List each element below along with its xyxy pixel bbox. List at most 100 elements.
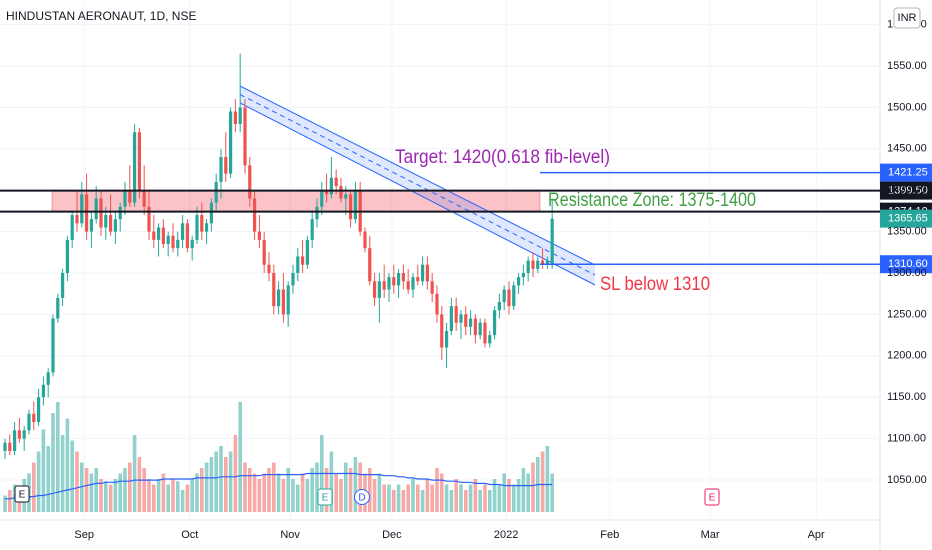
- currency-badge: [893, 7, 921, 29]
- candle-body: [243, 107, 247, 166]
- volume-bar: [387, 484, 391, 512]
- volume-bar: [123, 468, 127, 512]
- volume-bar: [271, 462, 276, 512]
- volume-bar: [199, 468, 204, 512]
- volume-bar: [55, 402, 60, 512]
- volume-bar: [497, 484, 502, 512]
- channel: [239, 85, 596, 286]
- candle-body: [512, 285, 516, 307]
- volume-bar: [291, 479, 295, 512]
- y-tick-label: 1100.00: [887, 433, 926, 445]
- volume-bar: [3, 495, 7, 512]
- volume-bar: [300, 473, 305, 512]
- y-tick-label: 1300.00: [887, 267, 927, 279]
- volume-bar: [267, 468, 271, 512]
- candle-body: [104, 215, 108, 228]
- volume-bar: [99, 479, 103, 512]
- candle-body: [324, 190, 329, 195]
- candle-body: [41, 384, 45, 398]
- volume-bar: [377, 473, 382, 512]
- volume-bar: [358, 462, 362, 512]
- candle-body: [473, 318, 477, 336]
- candle-body: [224, 157, 228, 174]
- volume-bar: [540, 451, 545, 512]
- candle-body: [483, 322, 487, 344]
- candle-body: [377, 281, 381, 298]
- volume-bar: [420, 490, 425, 512]
- volume-bar: [550, 473, 554, 512]
- volume-bar: [329, 451, 334, 512]
- candle-body: [132, 132, 137, 203]
- candle-body: [17, 430, 21, 439]
- candle-body: [526, 260, 530, 273]
- volume-bar: [46, 446, 50, 512]
- annotation: SL below 1310: [600, 274, 710, 295]
- volume-bar: [113, 479, 118, 512]
- volume-bar: [127, 462, 132, 512]
- candle-body: [305, 239, 309, 265]
- candle-body: [267, 264, 271, 273]
- candle-body: [286, 285, 290, 315]
- candle-body: [339, 186, 343, 199]
- candle-body: [238, 107, 242, 124]
- candle-body: [464, 314, 468, 327]
- volume-bar: [147, 479, 151, 512]
- volume-bar: [31, 462, 36, 512]
- volume-bar: [41, 429, 46, 512]
- volume-bar: [185, 484, 190, 512]
- candle-body: [248, 165, 252, 199]
- level-badge: [880, 181, 932, 200]
- volume-bar: [166, 484, 170, 512]
- candle-body: [123, 190, 127, 207]
- candle-body: [449, 306, 453, 331]
- channel-mid: [239, 94, 596, 276]
- annotation: Resistance Zone: 1375-1400: [548, 190, 756, 211]
- y-tick-label: 1350.00: [887, 226, 927, 238]
- volume-bar: [430, 484, 434, 512]
- last-price-badge: [880, 209, 932, 228]
- candle-body: [118, 206, 122, 220]
- volume-bar: [449, 490, 454, 512]
- annotation: Target: 1420(0.618 fib-level): [395, 147, 610, 168]
- y-tick-label: 1050.00: [887, 474, 927, 486]
- event-label: E: [709, 493, 716, 504]
- candle-body: [214, 181, 218, 203]
- candle-body: [272, 273, 276, 307]
- candle-body: [368, 248, 372, 282]
- y-tick-label: 1450.00: [887, 143, 927, 155]
- candle-body: [209, 202, 213, 224]
- candle-body: [190, 239, 194, 249]
- candle-body: [219, 157, 223, 182]
- volume-bar: [257, 479, 262, 512]
- volume-bar: [171, 479, 175, 512]
- x-tick-label: Apr: [808, 529, 825, 541]
- volume-bar: [463, 490, 468, 512]
- volume-bar: [151, 484, 156, 512]
- level-label: 1421.25: [888, 167, 928, 179]
- volume-bar: [243, 462, 247, 512]
- volume-bar: [238, 402, 242, 512]
- candle-body: [56, 297, 60, 319]
- candle-body: [99, 198, 103, 228]
- candle-body: [430, 281, 434, 294]
- candle-body: [12, 430, 17, 452]
- volume-bar: [372, 479, 377, 512]
- chart-title: HINDUSTAN AERONAUT, 1D, NSE: [6, 9, 196, 23]
- candle-body: [296, 256, 300, 273]
- overlay: 1421.251399.501374.101310.601365.65Targe…: [0, 147, 932, 506]
- candle-body: [51, 318, 55, 373]
- volume-bar: [142, 468, 146, 512]
- volume-bar: [7, 490, 12, 512]
- candle-body: [416, 277, 420, 282]
- candle-body: [180, 223, 185, 240]
- candle-body: [545, 260, 549, 265]
- x-tick-label: Feb: [600, 529, 619, 541]
- volume-bar: [118, 473, 122, 512]
- volume-bar: [415, 484, 420, 512]
- candle-body: [252, 198, 257, 232]
- level-label: 1310.60: [888, 258, 928, 270]
- volume-bar: [473, 479, 478, 512]
- volume-bar: [531, 462, 535, 512]
- volume-bar: [516, 479, 521, 512]
